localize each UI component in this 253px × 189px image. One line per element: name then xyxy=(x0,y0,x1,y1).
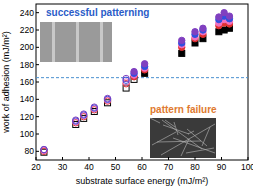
point xyxy=(91,104,97,110)
threshold-line xyxy=(36,77,248,78)
annotation: successful patterning xyxy=(46,7,149,18)
inset-crack xyxy=(187,129,207,146)
y-tick-label: 240 xyxy=(20,8,34,18)
x-tick xyxy=(89,157,90,160)
point xyxy=(123,75,129,81)
point xyxy=(179,50,185,56)
y-tick-label: 100 xyxy=(20,129,34,139)
y-tick xyxy=(36,12,39,13)
point xyxy=(192,29,198,35)
y-tick xyxy=(36,82,39,83)
inset-crack xyxy=(150,118,160,123)
point xyxy=(73,118,79,124)
inset-stripe xyxy=(76,22,79,62)
x-tick xyxy=(248,157,249,160)
x-tick-label: 100 xyxy=(241,162,253,172)
x-tick-label: 20 xyxy=(31,162,41,172)
inset-crack xyxy=(186,148,214,153)
x-tick-label: 40 xyxy=(84,162,94,172)
annotation: pattern failure xyxy=(150,104,217,115)
y-tick-label: 180 xyxy=(20,60,34,70)
y-tick xyxy=(36,116,39,117)
x-tick-label: 70 xyxy=(164,162,174,172)
plot-area xyxy=(36,9,248,155)
inset-crack xyxy=(152,132,176,145)
inset-failure xyxy=(150,118,216,158)
x-tick xyxy=(142,157,143,160)
inset-crack xyxy=(173,138,215,153)
point xyxy=(141,61,147,67)
y-tick-label: 120 xyxy=(20,112,34,122)
y-tick-label: 140 xyxy=(20,94,34,104)
point xyxy=(81,112,87,118)
inset-crack xyxy=(162,120,202,149)
point xyxy=(41,146,47,152)
y-tick xyxy=(36,151,39,152)
x-axis-label: substrate surface energy (mJ/m²) xyxy=(76,176,209,186)
point xyxy=(41,146,47,152)
point xyxy=(104,96,110,102)
point xyxy=(131,68,137,74)
inset-crack xyxy=(157,141,201,142)
y-tick-label: 220 xyxy=(20,25,34,35)
x-tick-label: 30 xyxy=(58,162,68,172)
x-tick xyxy=(221,157,222,160)
point xyxy=(226,13,232,19)
point xyxy=(81,111,87,117)
chart: 20 30 40 50 60 70 80 90 100 80 100 120 140 160 180 200 2… xyxy=(0,0,253,189)
x-tick xyxy=(195,157,196,160)
inset-crack xyxy=(161,124,215,155)
y-tick-label: 80 xyxy=(25,146,35,156)
x-tick-label: 80 xyxy=(190,162,200,172)
inset-crack xyxy=(174,122,178,135)
point xyxy=(216,14,222,20)
y-tick-label: 160 xyxy=(20,77,34,87)
point xyxy=(104,95,110,101)
point xyxy=(91,105,97,111)
inset-success xyxy=(40,22,112,62)
plot-frame xyxy=(36,4,248,160)
x-tick-label: 90 xyxy=(217,162,227,172)
point xyxy=(179,37,185,43)
y-tick xyxy=(36,134,39,135)
x-tick xyxy=(62,157,63,160)
y-tick xyxy=(36,99,39,100)
x-tick-label: 50 xyxy=(111,162,121,172)
point xyxy=(41,147,47,153)
inset-stripe xyxy=(100,22,103,62)
y-tick-label: 200 xyxy=(20,42,34,52)
inset-stripe xyxy=(52,22,55,62)
y-axis-label: work of adhesion (mJ/m²) xyxy=(1,31,11,134)
point xyxy=(200,25,206,31)
y-tick xyxy=(36,47,39,48)
x-tick xyxy=(115,157,116,160)
y-tick xyxy=(36,64,39,65)
point xyxy=(73,117,79,123)
x-tick xyxy=(168,157,169,160)
y-tick xyxy=(36,30,39,31)
inset-crack xyxy=(165,120,175,127)
x-tick xyxy=(36,157,37,160)
x-tick-label: 60 xyxy=(137,162,147,172)
